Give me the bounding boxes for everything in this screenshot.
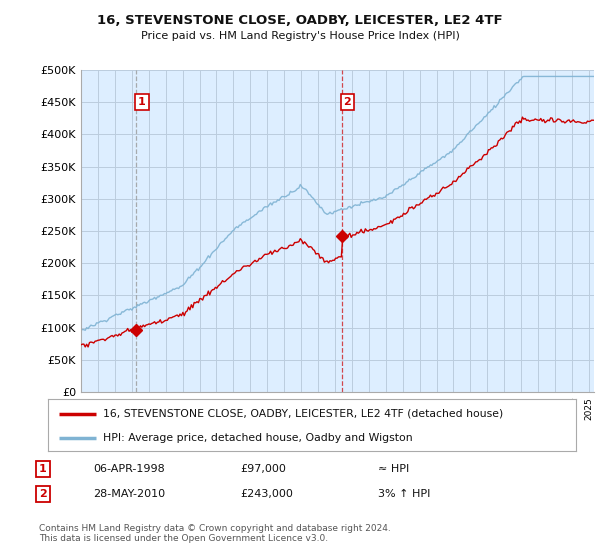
Text: 16, STEVENSTONE CLOSE, OADBY, LEICESTER, LE2 4TF (detached house): 16, STEVENSTONE CLOSE, OADBY, LEICESTER,… [103, 409, 503, 419]
Text: Price paid vs. HM Land Registry's House Price Index (HPI): Price paid vs. HM Land Registry's House … [140, 31, 460, 41]
Text: 16, STEVENSTONE CLOSE, OADBY, LEICESTER, LE2 4TF: 16, STEVENSTONE CLOSE, OADBY, LEICESTER,… [97, 14, 503, 27]
Text: 1: 1 [39, 464, 47, 474]
Text: £97,000: £97,000 [240, 464, 286, 474]
Text: 28-MAY-2010: 28-MAY-2010 [93, 489, 165, 499]
Text: 06-APR-1998: 06-APR-1998 [93, 464, 165, 474]
Text: Contains HM Land Registry data © Crown copyright and database right 2024.
This d: Contains HM Land Registry data © Crown c… [39, 524, 391, 543]
Text: 2: 2 [344, 97, 352, 107]
Text: 2: 2 [39, 489, 47, 499]
Text: 3% ↑ HPI: 3% ↑ HPI [378, 489, 430, 499]
Text: ≈ HPI: ≈ HPI [378, 464, 409, 474]
Text: 1: 1 [138, 97, 146, 107]
Text: £243,000: £243,000 [240, 489, 293, 499]
Text: HPI: Average price, detached house, Oadby and Wigston: HPI: Average price, detached house, Oadb… [103, 433, 413, 443]
